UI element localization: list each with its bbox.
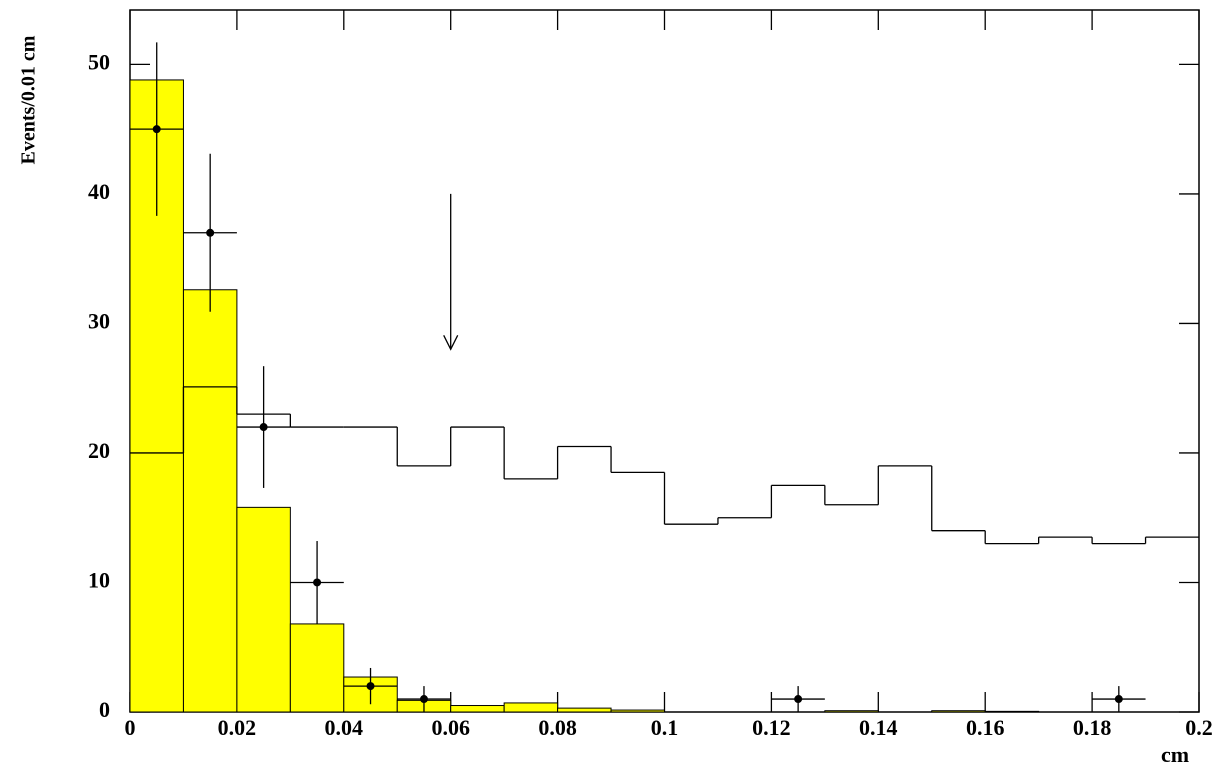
- x-tick-label: 0.06: [431, 715, 470, 740]
- hist-bar: [931, 710, 986, 713]
- hist-bar: [289, 623, 345, 713]
- hist-bar: [610, 709, 665, 713]
- x-tick-label: 0.14: [859, 715, 898, 740]
- x-tick-label: 0.2: [1185, 715, 1213, 740]
- data-point: [366, 682, 375, 691]
- hist-bar: [503, 702, 559, 713]
- x-tick-label: 0: [125, 715, 136, 740]
- x-tick-label: 0.08: [538, 715, 577, 740]
- data-point: [313, 578, 322, 587]
- data-point: [259, 423, 268, 432]
- y-tick-label: 0: [99, 697, 110, 722]
- x-tick-label: 0.18: [1073, 715, 1112, 740]
- y-tick-label: 40: [88, 179, 110, 204]
- x-tick-label: 0.04: [325, 715, 364, 740]
- data-point: [206, 228, 215, 237]
- y-tick-label: 20: [88, 438, 110, 463]
- hist-bar: [984, 710, 1040, 713]
- hist-bar: [182, 289, 238, 713]
- y-tick-label: 50: [88, 49, 110, 74]
- data-point: [419, 695, 428, 704]
- hist-bar: [824, 710, 879, 713]
- x-axis-label: cm: [1161, 742, 1189, 765]
- x-tick-label: 0.12: [752, 715, 791, 740]
- data-point: [152, 125, 161, 134]
- data-point: [1114, 695, 1123, 704]
- y-tick-label: 30: [88, 308, 110, 333]
- data-point: [794, 695, 803, 704]
- arrow-head: [443, 335, 459, 351]
- x-tick-label: 0.02: [218, 715, 257, 740]
- hist-bar: [557, 707, 612, 713]
- hist-bar: [450, 705, 505, 713]
- hist-bar: [236, 506, 291, 713]
- x-tick-label: 0.16: [966, 715, 1005, 740]
- x-tick-label: 0.1: [651, 715, 679, 740]
- y-tick-label: 10: [88, 568, 110, 593]
- y-axis-label: Events/0.01 cm: [18, 35, 40, 164]
